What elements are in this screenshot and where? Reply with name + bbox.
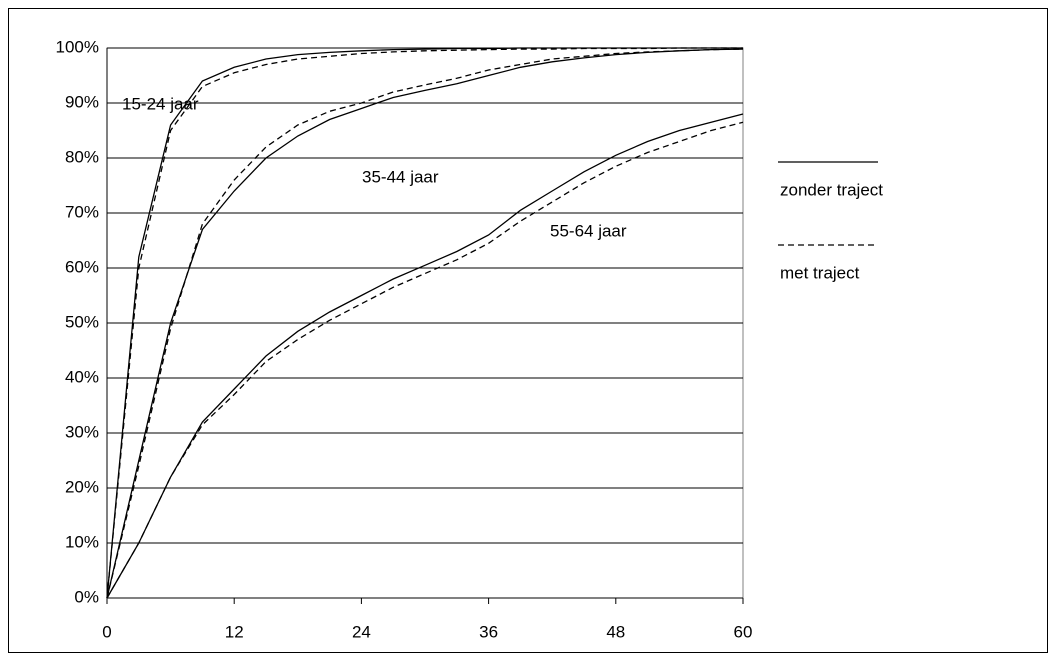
series-annotation: 35-44 jaar xyxy=(362,167,439,186)
y-tick-label: 10% xyxy=(65,532,99,551)
y-tick-label: 50% xyxy=(65,312,99,331)
y-tick-label: 30% xyxy=(65,422,99,441)
x-tick-label: 36 xyxy=(479,622,498,641)
chart-frame xyxy=(8,8,1048,653)
y-tick-label: 90% xyxy=(65,92,99,111)
x-tick-label: 48 xyxy=(606,622,625,641)
data-line xyxy=(106,48,744,599)
x-tick-label: 0 xyxy=(102,622,111,641)
y-tick-label: 0% xyxy=(74,587,99,606)
data-line xyxy=(106,121,744,599)
legend-label: met traject xyxy=(780,263,860,282)
y-tick-label: 100% xyxy=(56,37,99,56)
x-tick-label: 12 xyxy=(225,622,244,641)
data-line xyxy=(106,47,743,599)
y-tick-label: 20% xyxy=(65,477,99,496)
y-tick-label: 60% xyxy=(65,257,99,276)
y-tick-label: 80% xyxy=(65,147,99,166)
series-annotation: 15-24 jaar xyxy=(122,94,199,113)
data-line xyxy=(106,47,743,599)
legend-label: zonder traject xyxy=(780,180,883,199)
series-annotation: 55-64 jaar xyxy=(550,221,627,240)
x-tick-label: 24 xyxy=(352,622,371,641)
y-tick-label: 40% xyxy=(65,367,99,386)
x-tick-label: 60 xyxy=(734,622,753,641)
y-tick-label: 70% xyxy=(65,202,99,221)
data-line xyxy=(106,113,744,599)
data-line xyxy=(106,48,744,599)
